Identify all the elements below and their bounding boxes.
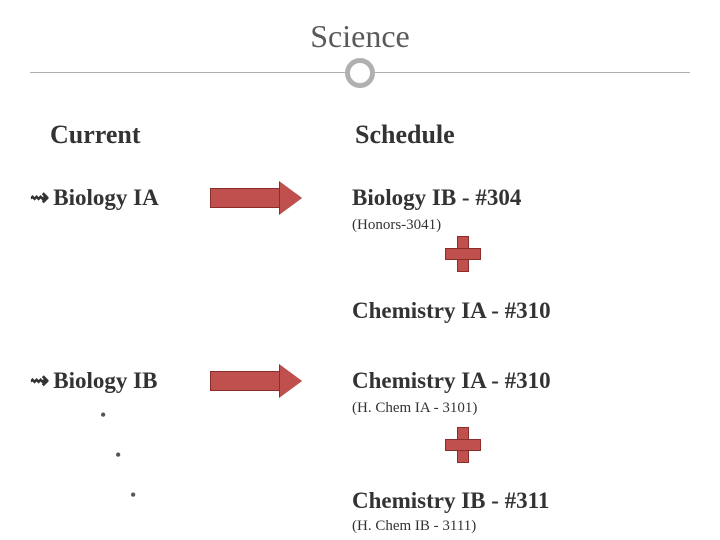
schedule-item-2-sub: (H. Chem IA - 3101) — [352, 400, 477, 417]
arrow-icon — [210, 188, 280, 208]
title-circle-icon — [345, 58, 375, 88]
arrow-icon — [210, 371, 280, 391]
bullet-icon: ⇝ — [30, 185, 49, 210]
page-title: Science — [0, 18, 720, 55]
column-header-schedule: Schedule — [355, 120, 455, 150]
column-header-current: Current — [50, 120, 141, 150]
schedule-item-1-next: Chemistry IA - #310 — [352, 298, 551, 324]
current-item-2-label: Biology IB — [53, 368, 157, 393]
current-item-2: ⇝Biology IB — [30, 368, 157, 394]
current-item-1-label: Biology IA — [53, 185, 158, 210]
current-item-1: ⇝Biology IA — [30, 185, 159, 211]
schedule-item-2: Chemistry IA - #310 — [352, 368, 551, 394]
bullet-icon: ⇝ — [30, 368, 49, 393]
schedule-item-2-next: Chemistry IB - #311 — [352, 488, 549, 514]
schedule-item-2-next-sub: (H. Chem IB - 3111) — [352, 518, 476, 535]
schedule-item-1-sub: (Honors-3041) — [352, 217, 441, 234]
dot-icon: • — [115, 445, 121, 466]
dot-icon: • — [100, 405, 106, 426]
dot-icon: • — [130, 485, 136, 506]
schedule-item-1: Biology IB - #304 — [352, 185, 521, 211]
